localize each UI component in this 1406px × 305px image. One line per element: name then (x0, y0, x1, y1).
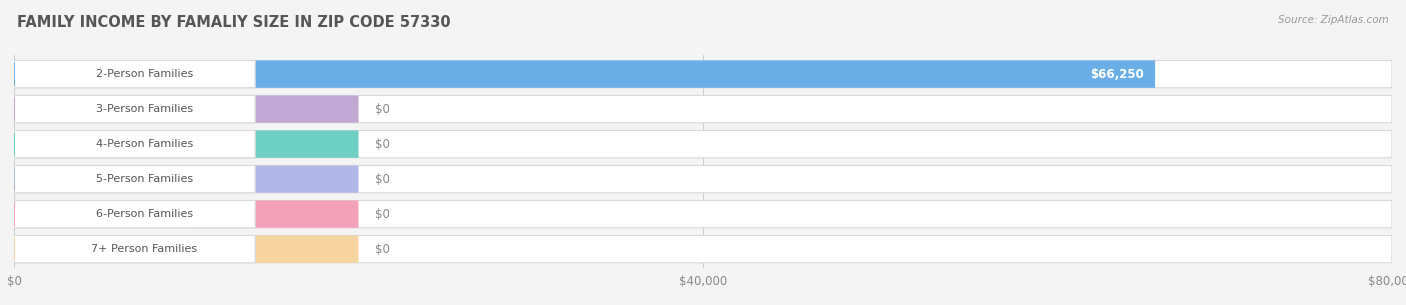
FancyBboxPatch shape (195, 131, 359, 158)
Text: 2-Person Families: 2-Person Families (96, 69, 193, 79)
Text: $0: $0 (375, 208, 389, 221)
FancyBboxPatch shape (14, 60, 1392, 88)
FancyBboxPatch shape (14, 235, 256, 263)
FancyBboxPatch shape (14, 60, 1156, 88)
FancyBboxPatch shape (14, 200, 256, 228)
FancyBboxPatch shape (14, 131, 1392, 158)
FancyBboxPatch shape (14, 95, 1392, 123)
FancyBboxPatch shape (14, 200, 1392, 228)
FancyBboxPatch shape (14, 235, 1392, 263)
FancyBboxPatch shape (195, 166, 359, 193)
Text: Source: ZipAtlas.com: Source: ZipAtlas.com (1278, 15, 1389, 25)
FancyBboxPatch shape (14, 166, 1392, 193)
Text: $0: $0 (375, 138, 389, 151)
Text: 7+ Person Families: 7+ Person Families (91, 244, 197, 254)
FancyBboxPatch shape (195, 235, 359, 263)
FancyBboxPatch shape (14, 95, 256, 123)
Text: $0: $0 (375, 173, 389, 186)
FancyBboxPatch shape (14, 60, 256, 88)
Text: $0: $0 (375, 243, 389, 256)
Text: 3-Person Families: 3-Person Families (96, 104, 193, 114)
FancyBboxPatch shape (14, 166, 256, 193)
Text: 4-Person Families: 4-Person Families (96, 139, 193, 149)
FancyBboxPatch shape (14, 131, 256, 158)
FancyBboxPatch shape (195, 95, 359, 123)
Text: $66,250: $66,250 (1090, 68, 1144, 81)
Text: $0: $0 (375, 103, 389, 116)
Text: 6-Person Families: 6-Person Families (96, 209, 193, 219)
FancyBboxPatch shape (195, 200, 359, 228)
Text: 5-Person Families: 5-Person Families (96, 174, 193, 184)
Text: FAMILY INCOME BY FAMALIY SIZE IN ZIP CODE 57330: FAMILY INCOME BY FAMALIY SIZE IN ZIP COD… (17, 15, 450, 30)
